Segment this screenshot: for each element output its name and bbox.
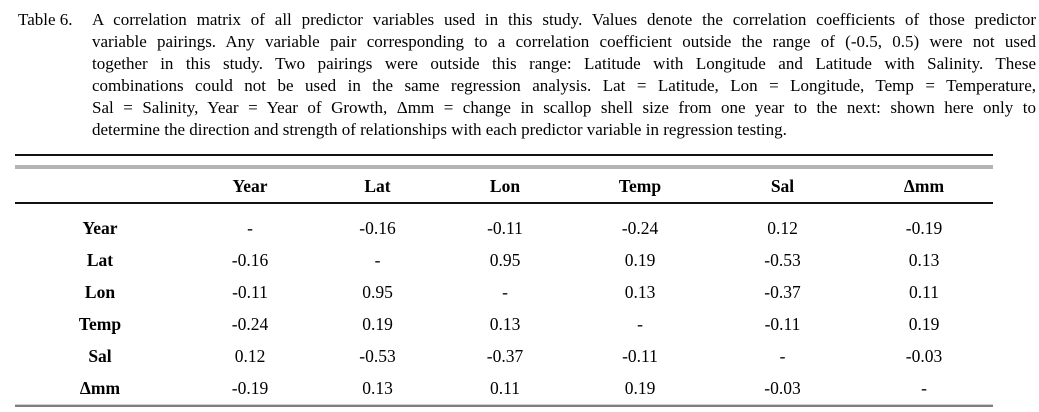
correlation-cell: -0.24: [231, 313, 269, 334]
correlation-cell: -: [374, 249, 381, 270]
table-caption: Table 6. A correlation matrix of all pre…: [18, 9, 1036, 141]
correlation-cell: -0.16: [359, 217, 396, 238]
correlation-cell: 0.13: [624, 281, 656, 302]
row-header-temp: Temp: [78, 313, 122, 334]
correlation-cell: -: [247, 217, 253, 238]
correlation-cell: 0.13: [908, 249, 940, 270]
correlation-cell: 0.19: [362, 313, 393, 334]
correlation-cell: -: [637, 313, 643, 334]
correlation-cell: 0.19: [624, 249, 656, 270]
table-row-year: Year - -0.16 -0.11 -0.24 0.12 -0.19: [15, 212, 993, 244]
table-row-temp: Temp -0.24 0.19 0.13 - -0.11 0.19: [15, 308, 993, 340]
correlation-cell: -0.11: [622, 345, 658, 366]
column-header-lat: Lat: [364, 175, 391, 196]
row-header-lon: Lon: [84, 281, 116, 302]
correlation-cell: -0.53: [764, 249, 801, 270]
correlation-cell: -0.19: [231, 377, 269, 398]
caption-line: Sal = Salinity, Year = Year of Growth, Δ…: [92, 98, 1036, 117]
correlation-cell: 0.19: [624, 377, 656, 398]
table-bottom-rule: [15, 404, 993, 407]
correlation-table-body: Year - -0.16 -0.11 -0.24 0.12 -0.19 Lat …: [0, 212, 1039, 404]
correlation-cell: 0.19: [908, 313, 940, 334]
correlation-cell: -0.37: [764, 281, 801, 302]
correlation-cell: -0.11: [487, 217, 523, 238]
correlation-cell: -0.16: [231, 249, 269, 270]
correlation-cell: -: [502, 281, 508, 302]
caption-line: A correlation matrix of all predictor va…: [92, 10, 1036, 29]
correlation-cell: 0.12: [767, 217, 798, 238]
column-header-year: Year: [232, 175, 268, 196]
correlation-cell: -0.19: [905, 217, 943, 238]
caption-line: variable pairings. Any variable pair cor…: [92, 32, 1036, 51]
table-header-row: Year Lat Lon Temp Sal Δmm: [15, 170, 993, 202]
correlation-cell: 0.13: [489, 313, 521, 334]
correlation-cell: -0.11: [232, 281, 268, 302]
table-row-lon: Lon -0.11 0.95 - 0.13 -0.37 0.11: [15, 276, 993, 308]
correlation-cell: 0.11: [909, 281, 939, 302]
table-caption-label: Table 6.: [18, 10, 73, 29]
correlation-cell: -0.03: [764, 377, 801, 398]
table-top-gray-rule: [15, 165, 993, 169]
table-row-sal: Sal 0.12 -0.53 -0.37 -0.11 - -0.03: [15, 340, 993, 372]
correlation-cell: 0.95: [362, 281, 393, 302]
correlation-cell: -0.03: [905, 345, 943, 366]
table-row-dmm: Δmm -0.19 0.13 0.11 0.19 -0.03 -: [15, 372, 993, 404]
table-row-lat: Lat -0.16 - 0.95 0.19 -0.53 0.13: [15, 244, 993, 276]
table-top-rule: [15, 154, 993, 156]
column-header-dmm: Δmm: [903, 175, 945, 196]
correlation-cell: -0.37: [486, 345, 524, 366]
row-header-lat: Lat: [86, 249, 114, 270]
row-header-dmm: Δmm: [79, 377, 121, 398]
correlation-cell: 0.11: [490, 377, 520, 398]
column-header-sal: Sal: [770, 175, 795, 196]
correlation-cell: -0.24: [621, 217, 659, 238]
caption-line: together in this study. Two pairings wer…: [92, 54, 1036, 73]
correlation-cell: 0.12: [234, 345, 266, 366]
column-header-lon: Lon: [489, 175, 521, 196]
table-caption-body: A correlation matrix of all predictor va…: [92, 9, 1036, 141]
correlation-cell: -0.11: [764, 313, 801, 334]
column-header-temp: Temp: [618, 175, 662, 196]
correlation-cell: 0.13: [362, 377, 393, 398]
caption-line: determine the direction and strength of …: [92, 120, 787, 139]
row-header-year: Year: [82, 217, 118, 238]
correlation-cell: -: [779, 345, 786, 366]
correlation-cell: -: [921, 377, 927, 398]
correlation-cell: 0.95: [489, 249, 521, 270]
table-header-rule: [15, 202, 993, 204]
caption-line: combinations could not be used in the sa…: [92, 76, 1036, 95]
row-header-sal: Sal: [88, 345, 112, 366]
correlation-cell: -0.53: [359, 345, 396, 366]
